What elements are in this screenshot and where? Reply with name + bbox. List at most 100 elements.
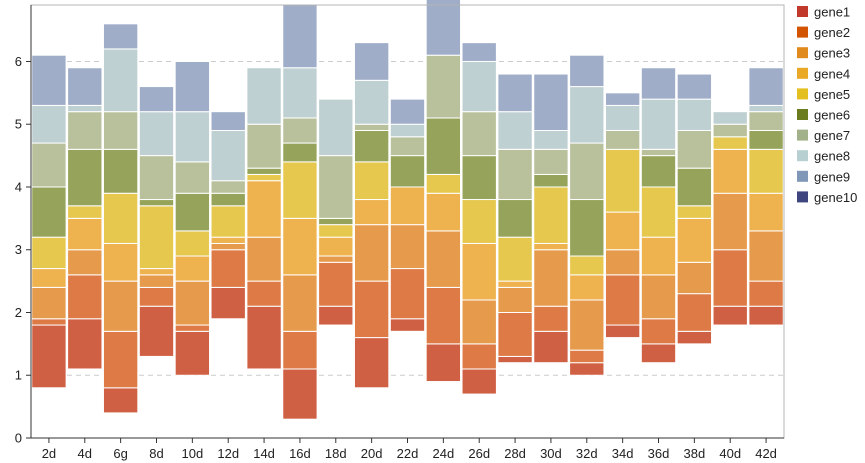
bar-segment-gene5-20d bbox=[353, 161, 390, 201]
bar-segment-gene7-32d bbox=[569, 142, 605, 201]
bar-segment-gene3-8d bbox=[138, 274, 175, 288]
bar-segment-gene1-38d bbox=[676, 330, 713, 345]
bar-segment-gene9-16d bbox=[282, 4, 318, 69]
bars-layer bbox=[31, 0, 784, 420]
bar-segment-gene2-34d bbox=[604, 274, 641, 326]
y-tick-label: 3 bbox=[15, 242, 22, 257]
legend-item-gene8[interactable]: gene8 bbox=[797, 149, 850, 164]
bar-segment-gene3-26d bbox=[461, 299, 497, 345]
bar-segment-gene6-6g bbox=[102, 148, 139, 194]
bar-segment-gene8-26d bbox=[461, 60, 497, 113]
bar-segment-gene4-10d bbox=[174, 255, 211, 282]
bar-segment-gene3-30d bbox=[533, 249, 569, 307]
bar-segment-gene7-42d bbox=[748, 111, 784, 132]
bar-segment-gene2-2d bbox=[31, 318, 67, 326]
bar-segment-gene9-32d bbox=[569, 54, 605, 88]
legend-item-gene6[interactable]: gene6 bbox=[797, 108, 850, 123]
bar-segment-gene9-2d bbox=[31, 54, 67, 106]
bar-segment-gene8-18d bbox=[318, 98, 354, 157]
bar-segment-gene1-28d bbox=[497, 355, 533, 364]
bar-segment-gene7-10d bbox=[174, 161, 211, 194]
bar-segment-gene7-40d bbox=[712, 123, 748, 138]
bar-segment-gene7-2d bbox=[31, 142, 67, 188]
bar-segment-gene5-32d bbox=[569, 255, 605, 276]
y-tick-label: 2 bbox=[15, 305, 22, 320]
legend-item-gene10[interactable]: gene10 bbox=[797, 190, 857, 205]
bar-segment-gene2-16d bbox=[282, 330, 318, 370]
bar-segment-gene4-14d bbox=[246, 180, 282, 238]
bar-segment-gene2-18d bbox=[318, 261, 354, 307]
legend-label: gene9 bbox=[814, 169, 850, 184]
legend-swatch bbox=[797, 129, 808, 141]
bar-segment-gene3-12d bbox=[210, 242, 246, 251]
bar-segment-gene4-2d bbox=[31, 268, 67, 288]
x-tick-label-40d: 40d bbox=[719, 446, 741, 461]
bar-segment-gene3-16d bbox=[282, 274, 318, 332]
bar-segment-gene5-24d bbox=[425, 173, 462, 194]
legend-label: gene10 bbox=[814, 190, 857, 205]
bar-segment-gene9-22d bbox=[389, 98, 426, 125]
bar-segment-gene7-36d bbox=[640, 148, 677, 157]
bar-segment-gene4-26d bbox=[461, 242, 497, 301]
bar-segment-gene3-2d bbox=[31, 286, 67, 320]
legend-item-gene5[interactable]: gene5 bbox=[797, 87, 850, 102]
bar-segment-gene9-24d bbox=[425, 0, 462, 56]
x-tick-label-26d: 26d bbox=[468, 446, 490, 461]
bar-segment-gene8-8d bbox=[138, 111, 175, 157]
bar-segment-gene5-16d bbox=[282, 161, 318, 219]
bar-segment-gene4-6g bbox=[102, 242, 139, 282]
bar-segment-gene1-34d bbox=[604, 324, 641, 339]
x-tick-label-34d: 34d bbox=[612, 446, 634, 461]
bar-segment-gene8-10d bbox=[174, 111, 211, 163]
bar-segment-gene3-38d bbox=[676, 261, 713, 295]
bar-segment-gene3-34d bbox=[604, 249, 641, 276]
bar-segment-gene8-2d bbox=[31, 104, 67, 144]
legend-item-gene7[interactable]: gene7 bbox=[797, 128, 850, 143]
bar-segment-gene9-20d bbox=[353, 42, 390, 81]
bar-segment-gene6-42d bbox=[748, 130, 784, 150]
x-tick-label-42d: 42d bbox=[755, 446, 777, 461]
x-tick-label-18d: 18d bbox=[325, 446, 347, 461]
bar-segment-gene6-32d bbox=[569, 199, 605, 257]
bar-segment-gene2-30d bbox=[533, 305, 569, 332]
legend-item-gene4[interactable]: gene4 bbox=[797, 66, 850, 81]
bar-segment-gene6-18d bbox=[318, 217, 354, 226]
x-tick-label-30d: 30d bbox=[540, 446, 562, 461]
x-tick-label-38d: 38d bbox=[684, 446, 706, 461]
bar-segment-gene5-40d bbox=[712, 136, 748, 150]
bar-segment-gene3-4d bbox=[67, 249, 103, 276]
x-tick-label-4d: 4d bbox=[78, 446, 92, 461]
bar-segment-gene8-4d bbox=[67, 104, 103, 113]
bar-segment-gene6-8d bbox=[138, 199, 175, 207]
bar-segment-gene9-36d bbox=[640, 67, 677, 100]
bar-segment-gene7-16d bbox=[282, 117, 318, 144]
bar-segment-gene3-24d bbox=[425, 230, 462, 288]
bar-segment-gene3-42d bbox=[748, 230, 784, 282]
bar-segment-gene6-16d bbox=[282, 142, 318, 163]
bar-segment-gene9-42d bbox=[748, 67, 784, 106]
bar-segment-gene4-12d bbox=[210, 236, 246, 244]
bar-segment-gene6-30d bbox=[533, 173, 569, 188]
bar-segment-gene5-14d bbox=[246, 173, 282, 182]
bar-segment-gene5-30d bbox=[533, 186, 569, 244]
legend-item-gene3[interactable]: gene3 bbox=[797, 46, 850, 61]
bar-segment-gene6-20d bbox=[353, 130, 390, 163]
legend-item-gene9[interactable]: gene9 bbox=[797, 169, 850, 184]
legend-item-gene2[interactable]: gene2 bbox=[797, 25, 850, 40]
x-tick-label-36d: 36d bbox=[648, 446, 670, 461]
legend-item-gene1[interactable]: gene1 bbox=[797, 5, 850, 20]
bar-segment-gene4-28d bbox=[497, 280, 533, 288]
x-tick-label-28d: 28d bbox=[504, 446, 526, 461]
bar-segment-gene2-20d bbox=[353, 280, 390, 339]
bar-segment-gene3-40d bbox=[712, 192, 748, 251]
bar-segment-gene9-30d bbox=[533, 73, 569, 132]
bar-segment-gene1-20d bbox=[353, 337, 390, 389]
bar-segment-gene2-4d bbox=[67, 274, 103, 320]
bar-segment-gene4-24d bbox=[425, 192, 462, 232]
bar-segment-gene4-40d bbox=[712, 148, 748, 194]
bar-segment-gene8-12d bbox=[210, 130, 246, 182]
bar-segment-gene6-4d bbox=[67, 148, 103, 207]
legend-label: gene1 bbox=[814, 5, 850, 20]
bar-segment-gene6-24d bbox=[425, 117, 462, 175]
